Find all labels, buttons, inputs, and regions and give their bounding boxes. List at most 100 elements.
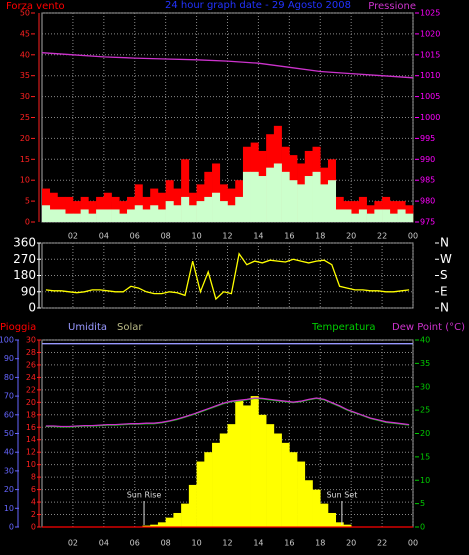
bar (196, 461, 205, 527)
tick-label: 100 (0, 336, 14, 345)
series-line (41, 52, 414, 79)
tick-label: 990 (420, 155, 435, 164)
tick-label: 25 (420, 406, 430, 415)
tick-label: 15 (20, 155, 30, 164)
bar (173, 205, 182, 222)
bar (204, 196, 213, 222)
tick-label: 10 (26, 460, 36, 469)
bar (181, 159, 190, 222)
x-tick-label: 14 (253, 232, 263, 241)
tick-label: 60 (4, 410, 14, 419)
tick-label: 50 (20, 9, 30, 18)
bar (250, 171, 259, 222)
bar (320, 184, 329, 222)
bar (281, 171, 290, 222)
bar (358, 196, 367, 222)
bar (134, 205, 143, 222)
tick-label: 35 (420, 359, 430, 368)
tick-label: 1000 (420, 113, 440, 122)
bar (157, 192, 166, 222)
bar (289, 180, 298, 222)
bar (374, 209, 383, 222)
bar (327, 512, 337, 527)
bar (297, 461, 306, 527)
x-tick-label: 12 (222, 232, 232, 241)
bar (196, 201, 205, 222)
bar (250, 396, 259, 527)
bar (103, 209, 112, 222)
bar (235, 196, 244, 222)
tick-label: 20 (20, 134, 30, 143)
bar (289, 452, 298, 527)
x-tick-label: 04 (99, 539, 109, 548)
bar (188, 205, 197, 222)
x-tick-label: 10 (191, 539, 201, 548)
bar (335, 209, 344, 222)
bar (42, 205, 51, 222)
bar (397, 209, 406, 222)
tick-label: 975 (420, 218, 435, 227)
bar (227, 424, 236, 527)
bar (366, 213, 375, 222)
tick-label: 1025 (420, 9, 440, 18)
legend-label: Umidita (68, 322, 107, 333)
tick-label: 180 (13, 268, 36, 282)
tick-label: 10 (420, 476, 430, 485)
tick-label: 12 (26, 448, 36, 457)
bar (157, 209, 166, 222)
tick-label: 0 (28, 301, 36, 315)
bar (304, 176, 313, 222)
tick-label: 0 (420, 523, 425, 532)
tick-label: 22 (26, 385, 36, 394)
x-tick-label: 04 (99, 232, 109, 241)
tick-label: 28 (26, 348, 36, 357)
bar (219, 433, 228, 527)
x-tick-label: 02 (68, 539, 78, 548)
x-tick-label: 06 (130, 539, 140, 548)
bar (389, 213, 398, 222)
bar (111, 196, 120, 222)
tick-label: 0 (31, 523, 36, 532)
tick-label: 15 (420, 452, 430, 461)
bar (96, 196, 105, 222)
legend-label: Dew Point (°C) (392, 322, 465, 333)
bar (281, 442, 290, 527)
bar (351, 201, 360, 222)
tick-label: 30 (420, 382, 430, 391)
legend-label: Forza vento (6, 1, 65, 12)
tick-label: 5 (25, 197, 30, 206)
bar (219, 201, 228, 222)
tick-label: N (440, 236, 449, 250)
bar (273, 433, 282, 527)
tick-label: 80 (4, 373, 14, 382)
tick-label: 40 (4, 448, 14, 457)
x-tick-label: 08 (161, 539, 171, 548)
bar (49, 209, 58, 222)
annotation: Sun Rise (127, 491, 162, 500)
bar (150, 205, 159, 222)
bar (351, 213, 360, 222)
bar (142, 209, 151, 222)
bar (173, 512, 182, 527)
x-tick-label: 02 (68, 232, 78, 241)
bar (242, 171, 251, 222)
x-tick-label: 22 (377, 539, 387, 548)
x-tick-label: 00 (408, 232, 418, 241)
bar (96, 209, 105, 222)
x-tick-label: 20 (346, 232, 356, 241)
x-tick-label: 22 (377, 232, 387, 241)
bar (389, 201, 398, 222)
bar (212, 442, 221, 527)
bar (88, 213, 97, 222)
bar (266, 424, 275, 527)
tick-label: 6 (31, 485, 36, 494)
bar (49, 192, 58, 222)
tick-label: 16 (26, 423, 36, 432)
tick-label: N (440, 301, 449, 315)
bar (258, 414, 267, 527)
tick-label: 50 (4, 429, 14, 438)
bar (258, 176, 267, 222)
bar (335, 196, 344, 222)
tick-label: 360 (13, 236, 36, 250)
